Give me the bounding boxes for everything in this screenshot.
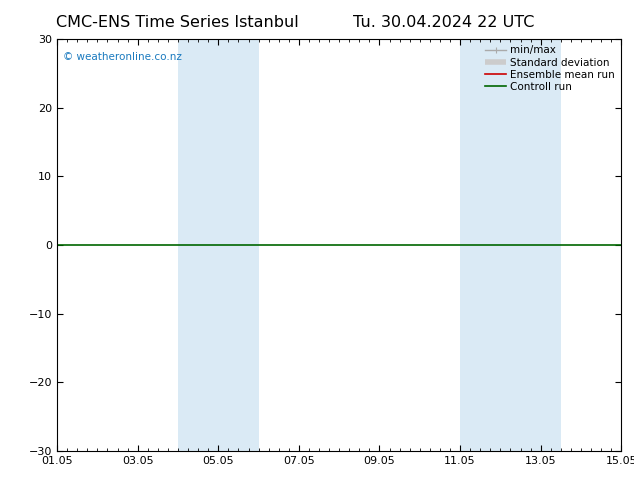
Text: Tu. 30.04.2024 22 UTC: Tu. 30.04.2024 22 UTC xyxy=(353,15,534,30)
Text: © weatheronline.co.nz: © weatheronline.co.nz xyxy=(63,51,181,62)
Bar xyxy=(460,39,561,451)
Bar xyxy=(178,39,259,451)
Legend: min/max, Standard deviation, Ensemble mean run, Controll run: min/max, Standard deviation, Ensemble me… xyxy=(482,42,618,95)
Text: CMC-ENS Time Series Istanbul: CMC-ENS Time Series Istanbul xyxy=(56,15,299,30)
